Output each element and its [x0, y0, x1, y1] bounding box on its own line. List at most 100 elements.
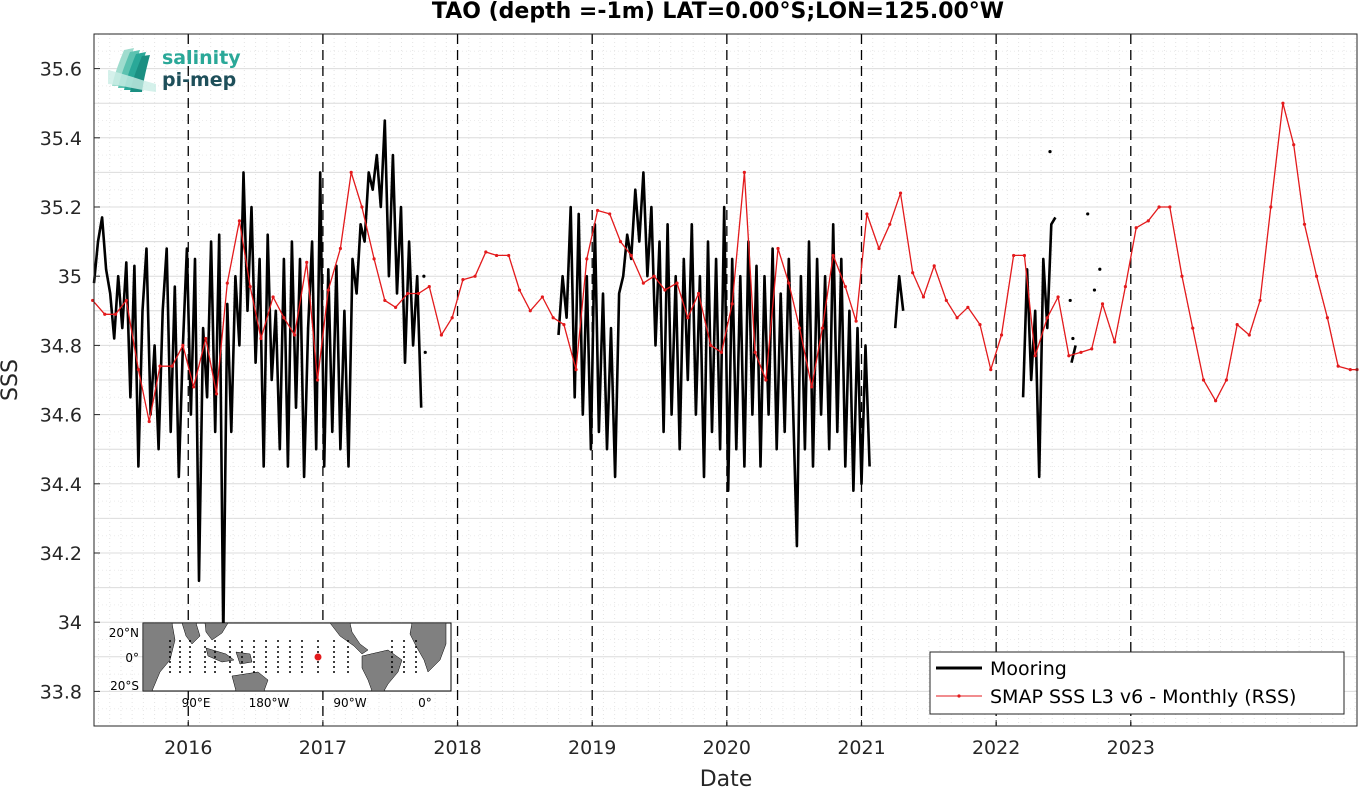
smap-point — [978, 323, 982, 327]
map-dot — [229, 646, 231, 648]
smap-point — [1315, 274, 1319, 278]
map-dot — [169, 656, 171, 658]
x-tick-label: 2021 — [837, 737, 885, 759]
smap-point — [315, 378, 320, 382]
legend-smap-marker — [957, 694, 961, 698]
map-dot — [333, 646, 335, 648]
mooring-point — [1071, 336, 1075, 341]
smap-point — [1247, 333, 1251, 337]
smap-point — [574, 368, 578, 372]
map-dot — [347, 666, 349, 668]
smap-point — [1302, 222, 1307, 226]
map-dot — [333, 666, 335, 668]
x-tick-label: 2017 — [299, 737, 347, 759]
map-lat-0: 0° — [125, 651, 139, 665]
smap-point — [349, 170, 353, 174]
year-dashed-lines — [187, 34, 1132, 726]
y-tick-label: 34 — [58, 612, 82, 634]
map-dot — [333, 640, 335, 642]
smap-point — [776, 246, 780, 251]
map-dot — [301, 651, 303, 653]
map-dot — [265, 651, 267, 653]
legend-mooring-label: Mooring — [990, 658, 1067, 680]
map-dot — [241, 661, 243, 663]
smap-point — [113, 312, 118, 316]
smap-point — [305, 260, 309, 264]
map-dot — [333, 671, 335, 673]
map-dot — [347, 640, 349, 642]
map-dot — [347, 671, 349, 673]
x-tick-label: 2016 — [164, 737, 212, 759]
y-tick-label: 35.2 — [40, 197, 82, 219]
smap-point — [820, 326, 825, 330]
mooring-point — [1086, 212, 1090, 216]
plot-area — [91, 33, 1359, 727]
smap-point — [494, 253, 499, 258]
smap-point — [888, 222, 892, 226]
map-dot — [403, 640, 405, 642]
map-dot — [241, 640, 243, 642]
smap-point — [1079, 350, 1083, 354]
smap-point — [831, 253, 835, 258]
smap-point — [1224, 378, 1228, 382]
smap-point — [507, 253, 511, 258]
map-dot — [347, 656, 349, 658]
logo-line2: pi-mep — [162, 69, 236, 91]
map-dot — [229, 666, 231, 668]
x-axis-ticks: 2016 2017 2018 2019 2020 2021 2022 2023 — [164, 720, 1155, 759]
map-dot — [403, 651, 405, 653]
smap-point — [124, 298, 128, 303]
smap-point — [1214, 399, 1218, 403]
map-dot — [253, 651, 255, 653]
map-dot — [403, 656, 405, 658]
smap-point — [170, 364, 174, 368]
smap-point — [427, 284, 431, 289]
smap-point — [450, 316, 454, 320]
map-dot — [179, 661, 181, 663]
smap-point — [911, 271, 915, 275]
map-dot — [265, 661, 267, 663]
map-dot — [301, 646, 303, 648]
y-tick-label: 34.8 — [40, 335, 82, 357]
map-dot — [179, 666, 181, 668]
smap-point — [473, 274, 477, 278]
map-dot — [415, 651, 417, 653]
map-dot — [347, 651, 349, 653]
x-tick-label: 2020 — [703, 737, 751, 759]
smap-point — [1157, 205, 1161, 209]
map-dot — [189, 666, 191, 668]
map-dot — [204, 671, 206, 673]
map-lat-20s: 20°S — [110, 679, 139, 693]
map-dot — [289, 661, 291, 663]
smap-point — [709, 343, 713, 347]
logo-wave-icon — [108, 48, 156, 92]
map-dot — [277, 656, 279, 658]
smap-point — [675, 281, 679, 285]
smap-point — [551, 316, 555, 320]
y-tick-label: 34.6 — [40, 405, 82, 427]
y-axis-ticks: 33.8 34 34.2 34.4 34.6 34.8 35 35.2 35.4 35.6 — [40, 59, 100, 703]
map-dot — [347, 661, 349, 663]
mooring-line-segment — [557, 171, 871, 548]
map-dot — [289, 666, 291, 668]
smap-point — [1191, 326, 1195, 330]
map-dot — [391, 651, 393, 653]
smap-point — [1258, 298, 1262, 303]
map-dot — [189, 640, 191, 642]
map-dot — [317, 661, 319, 663]
map-dot — [204, 666, 206, 668]
smap-point — [204, 336, 208, 341]
map-dot — [241, 666, 243, 668]
y-tick-label: 34.2 — [40, 543, 82, 565]
salinity-pi-mep-logo: salinity pi-mep — [108, 47, 241, 92]
smap-point — [865, 212, 869, 216]
map-dot — [229, 661, 231, 663]
smap-point — [416, 291, 421, 296]
mooring-point — [422, 274, 426, 278]
smap-point — [1281, 101, 1285, 105]
map-lon-90e: 90°E — [182, 696, 211, 710]
map-dot — [391, 656, 393, 658]
map-dot — [253, 656, 255, 658]
y-tick-label: 33.8 — [40, 681, 82, 703]
map-dot — [391, 671, 393, 673]
